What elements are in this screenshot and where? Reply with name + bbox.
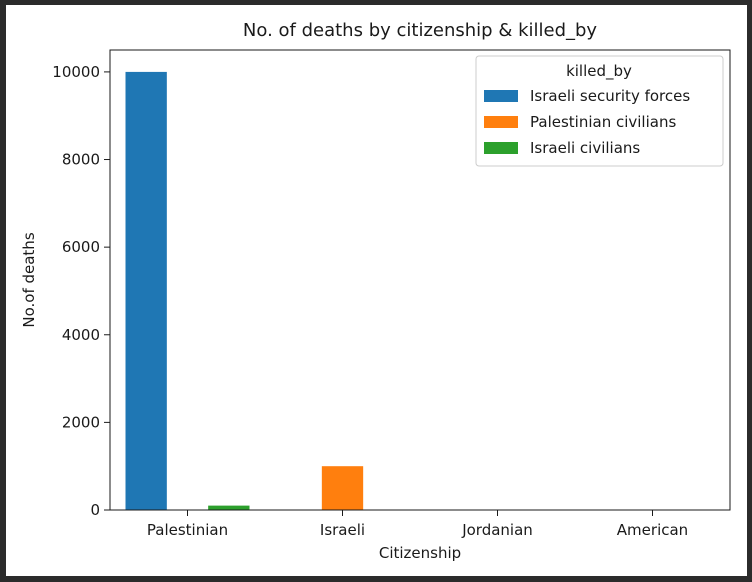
bar-israeli-security-forces-palestinian <box>125 71 167 511</box>
legend-label: Israeli civilians <box>530 139 640 157</box>
legend-swatch <box>484 116 518 128</box>
bar-israeli-civilians-palestinian <box>208 505 250 510</box>
y-axis-label: No.of deaths <box>20 232 38 327</box>
y-tick-label: 4000 <box>62 326 100 344</box>
y-tick-label: 10000 <box>52 63 100 81</box>
legend-box <box>475 55 724 167</box>
x-tick-label: American <box>617 521 688 539</box>
x-axis-label: Citizenship <box>379 544 461 562</box>
chart-title: No. of deaths by citizenship & killed_by <box>243 20 598 41</box>
legend: killed_by Israeli security forces Palesti… <box>475 55 724 167</box>
x-tick-label: Palestinian <box>147 521 228 539</box>
x-tick-label: Israeli <box>320 521 365 539</box>
plot-frame <box>109 49 731 511</box>
legend-title: killed_by <box>566 62 632 81</box>
bar-palestinian-civilians-israeli <box>321 466 364 510</box>
x-tick-label: Jordanian <box>461 521 533 539</box>
y-tick-label: 8000 <box>62 151 100 169</box>
bars <box>125 71 364 511</box>
chart-figure: No. of deaths by citizenship & killed_by… <box>6 5 747 576</box>
legend-items: Israeli security forces Palestinian civil… <box>484 87 690 157</box>
legend-swatch <box>484 142 518 154</box>
legend-label: Israeli security forces <box>530 87 690 105</box>
y-tick-label: 6000 <box>62 238 100 256</box>
legend-label: Palestinian civilians <box>530 113 676 131</box>
x-axis-ticks: Palestinian Israeli Jordanian American <box>147 510 688 539</box>
y-tick-label: 0 <box>90 501 100 519</box>
bar-chart: No. of deaths by citizenship & killed_by… <box>20 20 731 562</box>
y-axis-ticks: 0 2000 4000 6000 8000 10000 <box>52 63 110 519</box>
legend-swatch <box>484 90 518 102</box>
y-tick-label: 2000 <box>62 413 100 431</box>
